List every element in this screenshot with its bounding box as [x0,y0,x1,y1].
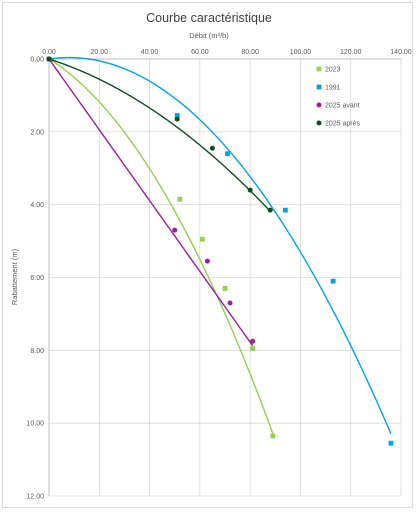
y-tick-label: 10.00 [26,421,44,428]
x-tick-label: 40.00 [141,49,159,56]
legend-marker [316,120,322,126]
x-tick-label: 80.00 [241,49,259,56]
x-tick-label: 140.00 [390,49,412,56]
data-point-series-1 [388,440,394,446]
data-point-series-2 [172,227,178,233]
data-point-series-3 [247,187,253,193]
data-point-series-2 [204,258,210,264]
axis-layer: 0.00 20.00 40.00 60.00 80.00 100.00 120.00 140.… [26,49,411,501]
data-point-series-3 [267,207,273,213]
trendline-series-2 [48,58,254,347]
data-point-series-0 [177,196,183,202]
legend-marker [316,84,322,90]
legend-label: 1991 [325,85,341,92]
y-axis-title: Rabattement (m) [10,248,19,305]
data-point-series-3 [46,56,52,62]
legend-label: 2025 avant [325,103,360,110]
data-point-series-1 [174,113,180,118]
trendline-series-1 [48,56,392,435]
data-point-series-0 [222,286,228,291]
data-point-series-3 [209,145,215,151]
legend-marker [316,66,322,72]
y-tick-label: 6.00 [30,275,44,282]
y-tick-label: 2.00 [30,129,44,136]
x-axis-title: Débit (m³/h) [189,31,229,40]
legend: 2023 1991 2025 avant 2025 après [316,66,361,128]
data-point-series-0 [250,346,256,351]
y-tick-label: 8.00 [30,348,44,355]
data-point-series-1 [225,151,230,157]
x-tick-label: 0.00 [42,49,56,56]
series-layer [46,56,394,446]
x-tick-label: 120.00 [340,49,362,56]
trendline-series-0 [48,58,274,434]
y-tick-label: 12.00 [26,494,44,501]
data-point-series-2 [227,300,233,306]
chart-frame: Courbe caractéristique Débit (m³/h) Raba… [2,2,413,508]
chart-svg: Courbe caractéristique Débit (m³/h) Raba… [10,11,412,501]
x-tick-label: 20.00 [91,49,109,56]
data-point-series-1 [330,278,336,284]
x-tick-label: 60.00 [191,49,209,56]
grid-layer [49,59,402,497]
y-tick-label: 4.00 [30,202,44,209]
data-point-series-0 [270,433,276,439]
data-point-series-2 [250,338,256,344]
legend-label: 2023 [325,67,341,74]
data-point-series-1 [282,207,288,213]
x-tick-label: 100.00 [290,49,312,56]
data-point-series-3 [174,116,180,122]
y-tick-label: 0.00 [30,57,44,64]
legend-marker [316,102,322,108]
trendline-series-3 [48,58,271,212]
data-point-series-0 [199,236,205,242]
chart-title: Courbe caractéristique [146,11,272,25]
legend-label: 2025 après [325,121,361,128]
